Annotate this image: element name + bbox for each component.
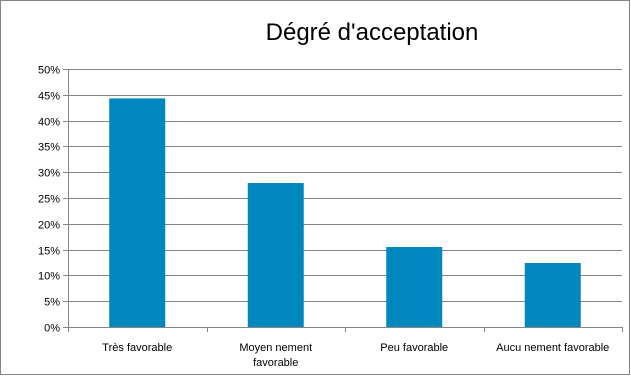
x-category-label: Peu favorable [380,342,448,354]
bar [109,98,166,327]
bar [524,263,581,327]
chart-title: Dégré d'acceptation [266,19,479,46]
x-category-label: Aucu nement favorable [496,342,609,354]
bar [247,183,304,327]
bar [386,247,443,327]
y-tick-labels: 0% 5% 10% 15% 20% 25% 30% 35% 40% 45% 50% [38,65,60,335]
y-tick-label: 10% [38,271,60,283]
y-tick-label: 20% [38,220,60,232]
axes [63,69,623,332]
y-tick-label: 25% [38,194,60,206]
x-category-labels: Très favorable Moyen nement favorable Peu f… [102,342,609,369]
y-tick-label: 50% [38,65,60,77]
y-tick-label: 40% [38,117,60,129]
y-tick-label: 15% [38,246,60,258]
y-tick-label: 30% [38,168,60,180]
y-tick-label: 5% [44,297,60,309]
x-category-label: Très favorable [102,342,172,354]
x-category-label: Moyen nement favorable [239,342,312,369]
y-tick-label: 0% [44,323,60,335]
y-tick-label: 45% [38,91,60,103]
bars [109,98,581,327]
y-tick-label: 35% [38,142,60,154]
